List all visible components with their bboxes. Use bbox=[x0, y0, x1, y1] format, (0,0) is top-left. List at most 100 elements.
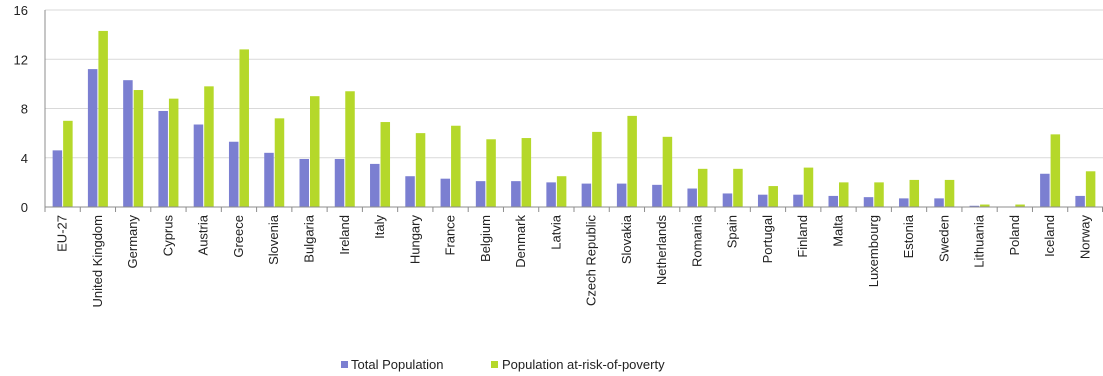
bar-at-risk-bulgaria bbox=[310, 96, 320, 207]
x-category-label: France bbox=[443, 215, 458, 255]
x-category-label: Spain bbox=[725, 215, 740, 248]
x-category-label: Cyprus bbox=[160, 215, 175, 257]
bar-at-risk-sweden bbox=[944, 179, 955, 207]
bar-at-risk-slovenia bbox=[274, 118, 285, 207]
x-category-label: Czech Republic bbox=[584, 215, 599, 307]
bar-total-population-slovenia bbox=[264, 152, 274, 207]
legend-label-population-at-risk-of-poverty: Population at-risk-of-poverty bbox=[502, 357, 665, 372]
bar-at-risk-latvia bbox=[556, 176, 567, 207]
bar-at-risk-lithuania bbox=[980, 204, 990, 207]
y-axis: 0 4 8 12 16 bbox=[14, 3, 28, 215]
x-category-label: Slovenia bbox=[266, 214, 281, 265]
x-category-label: Poland bbox=[1007, 215, 1022, 255]
x-axis: EU-27 United Kingdom Germany Cyprus Austria G… bbox=[44, 10, 1103, 308]
bar-at-risk-denmark bbox=[521, 138, 532, 207]
bar-total-population-norway bbox=[1075, 195, 1085, 207]
bar-at-risk-cyprus bbox=[168, 98, 179, 207]
bar-at-risk-germany bbox=[133, 90, 144, 207]
bar-total-population-czech-republic bbox=[581, 183, 592, 207]
y-tick-label: 12 bbox=[14, 52, 28, 67]
bar-total-population-luxembourg bbox=[863, 197, 874, 207]
legend-swatch-total-population bbox=[341, 361, 348, 368]
bar-total-population-slovakia bbox=[616, 183, 627, 207]
x-category-label: Sweden bbox=[936, 215, 951, 262]
bar-at-risk-poland bbox=[1015, 204, 1025, 207]
x-category-label: Norway bbox=[1077, 215, 1092, 260]
bar-total-population-greece bbox=[228, 141, 239, 207]
bar-at-risk-greece bbox=[239, 49, 249, 208]
x-category-label: Estonia bbox=[901, 214, 916, 258]
x-category-label: United Kingdom bbox=[90, 215, 105, 308]
bar-total-population-sweden bbox=[934, 198, 944, 207]
bar-total-population-hungary bbox=[405, 176, 415, 207]
x-category-label: Italy bbox=[372, 215, 387, 239]
bar-at-risk-france bbox=[451, 125, 461, 207]
x-category-label: Bulgaria bbox=[302, 214, 317, 262]
bar-at-risk-czech-republic bbox=[592, 131, 602, 207]
bar-total-population-cyprus bbox=[158, 110, 168, 207]
bar-total-population-iceland bbox=[1040, 173, 1050, 207]
x-category-label: Malta bbox=[831, 214, 846, 247]
bars bbox=[52, 30, 1096, 208]
bar-total-population-austria bbox=[193, 124, 204, 207]
x-category-label: Denmark bbox=[513, 215, 528, 268]
bar-at-risk-belgium bbox=[486, 139, 496, 207]
bar-at-risk-luxembourg bbox=[874, 182, 884, 207]
x-category-label: EU-27 bbox=[55, 215, 70, 252]
bar-at-risk-eu-27 bbox=[63, 120, 73, 207]
legend: Total Population Population at-risk-of-p… bbox=[341, 357, 665, 372]
bar-at-risk-romania bbox=[697, 168, 708, 207]
grid-lines bbox=[45, 9, 1103, 159]
y-tick-label: 0 bbox=[21, 200, 28, 215]
x-category-label: Finland bbox=[795, 215, 810, 258]
bar-total-population-portugal bbox=[757, 194, 768, 207]
bar-at-risk-slovakia bbox=[627, 115, 637, 207]
bar-at-risk-finland bbox=[803, 167, 814, 207]
bar-total-population-eu-27 bbox=[52, 150, 63, 207]
x-category-label: Ireland bbox=[337, 215, 352, 255]
legend-swatch-population-at-risk-of-poverty bbox=[491, 361, 498, 368]
bar-total-population-denmark bbox=[511, 181, 521, 207]
bar-total-population-romania bbox=[687, 188, 697, 207]
bar-at-risk-hungary bbox=[415, 133, 426, 207]
bar-total-population-latvia bbox=[546, 182, 556, 207]
bar-total-population-ireland bbox=[334, 158, 345, 207]
x-category-label: Slovakia bbox=[619, 214, 634, 264]
x-category-label: Romania bbox=[689, 214, 704, 267]
x-category-label: Portugal bbox=[760, 215, 775, 264]
bar-at-risk-malta bbox=[839, 182, 849, 207]
bar-total-population-germany bbox=[123, 80, 133, 207]
bar-at-risk-austria bbox=[204, 86, 214, 207]
bar-total-population-malta bbox=[828, 195, 838, 207]
bar-total-population-estonia bbox=[899, 198, 909, 207]
bar-at-risk-spain bbox=[733, 168, 743, 207]
bar-at-risk-portugal bbox=[768, 186, 778, 207]
bar-at-risk-norway bbox=[1085, 171, 1096, 207]
x-category-label: Luxembourg bbox=[866, 215, 881, 287]
y-tick-label: 16 bbox=[14, 3, 28, 18]
bar-total-population-finland bbox=[793, 194, 803, 207]
x-category-label: Iceland bbox=[1042, 215, 1057, 257]
x-category-label: Latvia bbox=[548, 214, 563, 249]
bar-total-population-lithuania bbox=[969, 205, 980, 207]
bar-at-risk-estonia bbox=[909, 179, 920, 207]
bar-total-population-united-kingdom bbox=[87, 69, 98, 207]
bar-at-risk-united-kingdom bbox=[98, 30, 108, 208]
x-category-label: Germany bbox=[125, 215, 140, 269]
bar-at-risk-iceland bbox=[1050, 134, 1061, 207]
bar-total-population-italy bbox=[370, 163, 380, 207]
bar-at-risk-italy bbox=[380, 122, 391, 207]
bar-total-population-netherlands bbox=[652, 184, 662, 207]
legend-label-total-population: Total Population bbox=[351, 357, 444, 372]
x-category-label: Greece bbox=[231, 215, 246, 258]
bar-total-population-spain bbox=[722, 193, 733, 207]
y-tick-label: 8 bbox=[21, 102, 28, 117]
bar-at-risk-netherlands bbox=[662, 136, 673, 207]
x-category-label: Hungary bbox=[407, 215, 422, 265]
x-category-label: Austria bbox=[196, 214, 211, 255]
x-category-label: Belgium bbox=[478, 215, 493, 262]
x-category-label: Lithuania bbox=[972, 214, 987, 268]
bar-total-population-bulgaria bbox=[299, 158, 309, 207]
bar-total-population-france bbox=[440, 178, 451, 207]
